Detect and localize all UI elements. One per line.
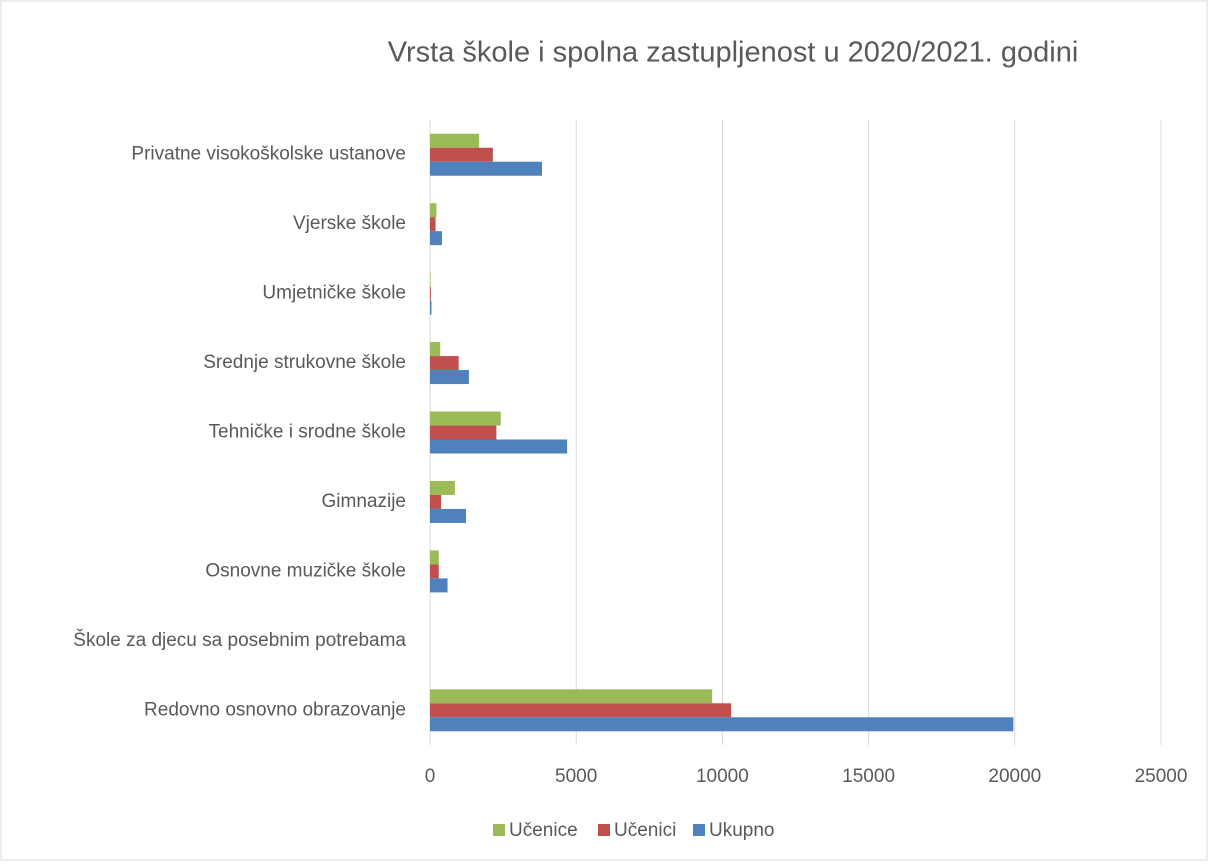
- bar: [430, 133, 480, 148]
- bar: [430, 300, 432, 315]
- bar: [430, 161, 542, 176]
- x-tick-label: 0: [425, 766, 436, 787]
- x-tick-label: 5000: [555, 766, 597, 787]
- bar: [430, 272, 431, 287]
- y-tick-label: Osnovne muzičke škole: [205, 560, 406, 581]
- bar: [430, 703, 732, 718]
- legend-swatch: [493, 824, 505, 836]
- bar: [430, 342, 441, 357]
- y-tick-label: Umjetničke škole: [262, 283, 406, 304]
- x-tick-label: 20000: [988, 766, 1041, 787]
- bar: [430, 689, 713, 704]
- x-tick-label: 10000: [696, 766, 749, 787]
- y-tick-label: Gimnazije: [322, 491, 406, 512]
- legend-swatch: [693, 824, 705, 836]
- bar: [430, 717, 1014, 732]
- y-tick-label: Redovno osnovno obrazovanje: [144, 699, 406, 720]
- bar: [430, 439, 568, 454]
- x-tick-label: 25000: [1135, 766, 1188, 787]
- bar: [430, 578, 448, 593]
- legend-label: Učenice: [509, 820, 578, 841]
- y-tick-label: Škole za djecu sa posebnim potrebama: [73, 629, 406, 651]
- y-tick-label: Srednje strukovne škole: [203, 352, 406, 373]
- legend-label: Učenici: [614, 820, 676, 841]
- bar: [430, 494, 442, 509]
- y-tick-label: Tehničke i srodne škole: [209, 422, 407, 443]
- bar: [430, 508, 466, 523]
- bar: [430, 231, 442, 246]
- bar: [430, 550, 439, 565]
- bar: [430, 217, 436, 232]
- bar: [430, 564, 439, 579]
- y-tick-label: Privatne visokoškolske ustanove: [131, 144, 406, 165]
- bar: [430, 147, 493, 162]
- bar: [430, 356, 459, 371]
- chart-title: Vrsta škole i spolna zastupljenost u 202…: [388, 37, 1079, 69]
- bar: [430, 370, 469, 385]
- y-tick-label: Vjerske škole: [293, 213, 406, 234]
- bar: [430, 411, 501, 426]
- legend-label: Ukupno: [709, 820, 775, 841]
- bar: [430, 286, 431, 301]
- legend-swatch: [598, 824, 610, 836]
- bar: [430, 203, 437, 218]
- bar: [430, 480, 455, 495]
- x-tick-label: 15000: [842, 766, 895, 787]
- bar: [430, 425, 497, 440]
